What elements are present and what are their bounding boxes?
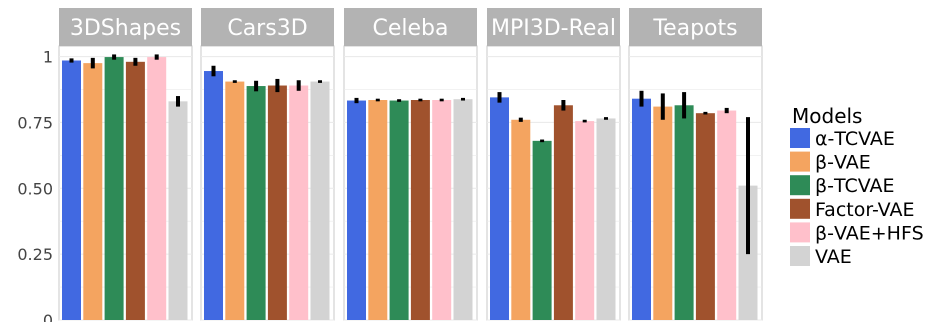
y-tick-label: 0.50	[17, 179, 53, 198]
bar	[267, 85, 287, 321]
y-tick-label: 0	[43, 311, 53, 322]
bar	[653, 106, 673, 320]
bar	[125, 61, 145, 321]
bar	[104, 57, 124, 321]
bar	[83, 63, 103, 320]
legend-key	[790, 128, 810, 148]
bar	[410, 100, 430, 320]
facet-title: Celeba	[373, 16, 449, 41]
facet-panel: MPI3D-Real	[486, 8, 621, 321]
bar	[432, 100, 452, 320]
bar	[717, 110, 737, 320]
facet-panel: 3DShapes	[58, 8, 193, 321]
legend-label: β-VAE+HFS	[815, 222, 924, 244]
facet-strip	[201, 8, 334, 46]
facet-strip	[487, 8, 620, 46]
bar	[147, 57, 167, 321]
legend-label: β-VAE	[815, 152, 871, 174]
legend-title: Models	[792, 104, 862, 128]
bar	[225, 81, 245, 320]
legend: Modelsα-TCVAEβ-VAEβ-TCVAEFactor-VAEβ-VAE…	[790, 104, 924, 268]
bar	[389, 100, 409, 321]
legend-key	[790, 151, 810, 172]
facet-strip	[629, 8, 762, 46]
legend-label: β-TCVAE	[815, 175, 895, 197]
legend-key	[790, 246, 810, 266]
bar	[368, 100, 388, 320]
bar	[62, 60, 81, 320]
bar	[310, 81, 330, 320]
bar	[453, 99, 473, 320]
legend-key	[790, 175, 810, 196]
legend-label: α-TCVAE	[815, 128, 895, 150]
y-tick-label: 0.25	[17, 245, 53, 264]
bar	[347, 100, 366, 321]
bar	[204, 71, 223, 321]
facet-panel: Teapots	[628, 8, 763, 321]
bar	[168, 101, 188, 320]
y-tick-label: 1	[43, 48, 53, 67]
bar	[596, 118, 616, 320]
bar	[632, 98, 651, 320]
legend-label: VAE	[815, 246, 852, 268]
legend-key	[790, 222, 810, 243]
facet-panel: Celeba	[343, 8, 478, 321]
bar	[695, 113, 715, 320]
bar	[553, 105, 573, 321]
bar	[289, 85, 309, 321]
facet-title: Teapots	[652, 16, 737, 41]
bar	[246, 86, 266, 321]
facet-strip	[59, 8, 192, 46]
legend-key	[790, 198, 810, 219]
facet-title: MPI3D-Real	[491, 16, 616, 41]
facet-strip	[344, 8, 477, 46]
bar	[511, 119, 531, 321]
y-tick-label: 0.75	[17, 113, 53, 132]
legend-label: Factor-VAE	[815, 199, 914, 221]
facet-title: 3DShapes	[70, 16, 181, 41]
bar	[575, 121, 595, 320]
facet-panel: Cars3D	[200, 8, 335, 321]
facet-title: Cars3D	[227, 16, 307, 41]
bar	[674, 105, 694, 321]
bar	[532, 140, 552, 320]
bar	[490, 97, 509, 320]
